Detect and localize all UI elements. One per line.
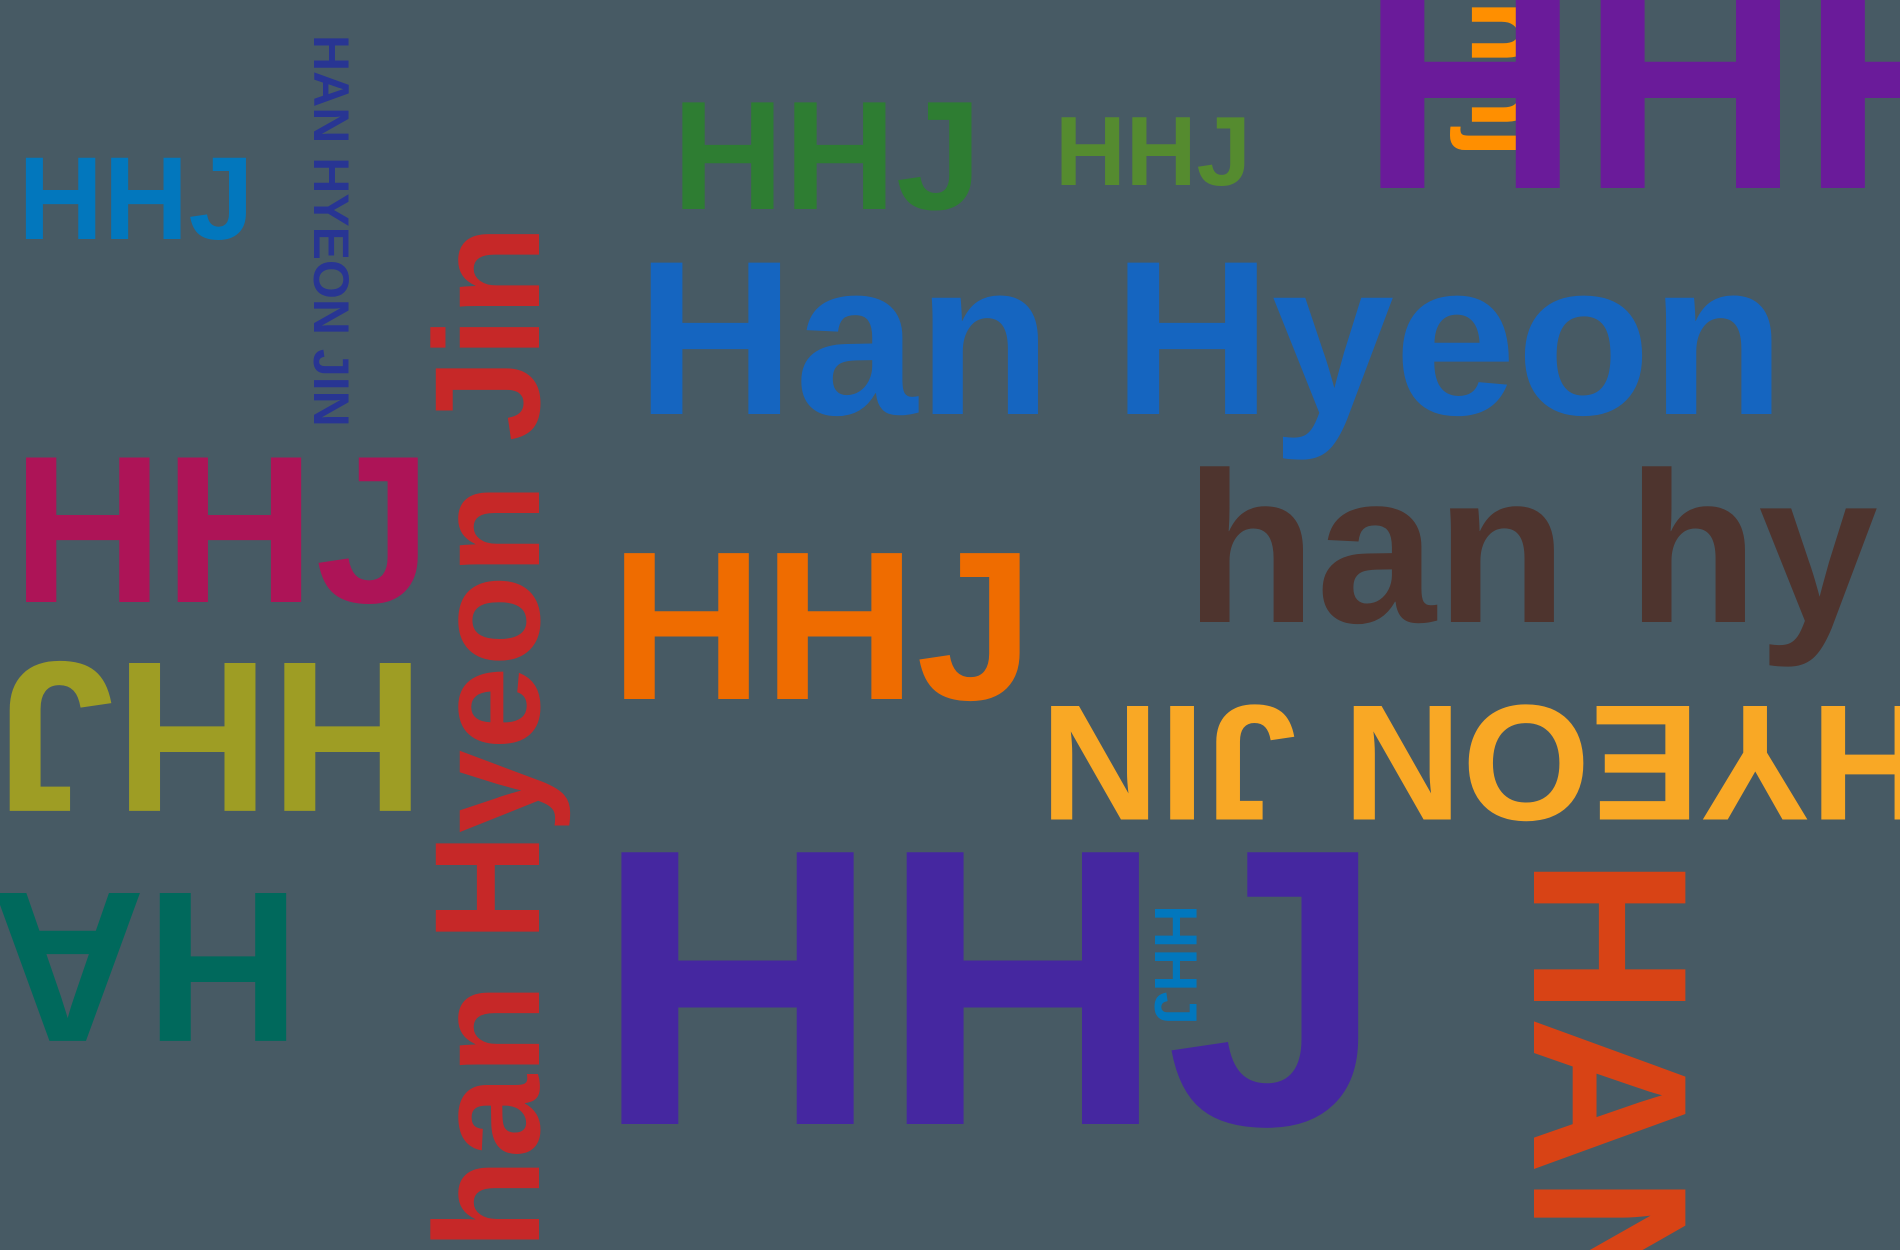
word-hhj-cyan-small: HHJ bbox=[18, 133, 255, 265]
word-han-hyeon-jin-red-vertical: han Hyeon Jin bbox=[403, 224, 571, 1250]
word-han-hyeon-blue: Han Hyeon bbox=[636, 215, 1786, 461]
word-han-hy-brown: han hy bbox=[1185, 427, 1878, 668]
word-han-hyeon-jin-navy-vertical: HAN HYEON JIN bbox=[303, 35, 359, 427]
word-hhj-magenta: HHJ bbox=[12, 412, 433, 647]
word-hhh-purple-large: HHH bbox=[1360, 0, 1900, 253]
word-hhj-olive-upside-down: HHJ bbox=[0, 617, 426, 858]
word-hhj-green: HHJ bbox=[672, 69, 983, 242]
word-han-red-orange-vertical: HAN bbox=[1487, 857, 1733, 1250]
word-ha-teal-upside-down: HA bbox=[0, 847, 301, 1088]
word-hhj-indigo-large: HHJ bbox=[595, 766, 1386, 1208]
word-hhj-orange: HHJ bbox=[610, 507, 1035, 744]
word-hhj-cyan-vertical-small: HHJ bbox=[1142, 905, 1209, 1026]
word-hhj-lime-small: HHJ bbox=[1055, 96, 1252, 206]
